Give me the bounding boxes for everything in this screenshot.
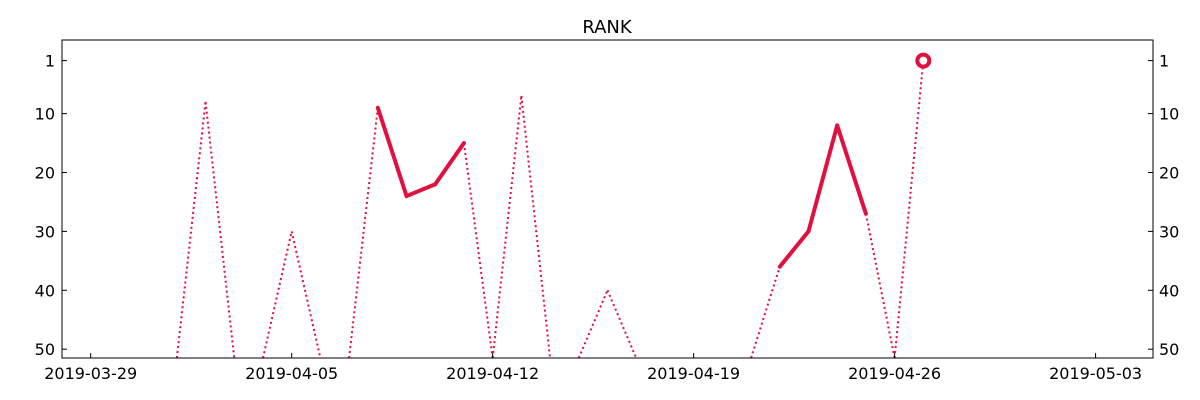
x-axis: 2019-03-29 2019-04-05 2019-04-12 2019-04-19… bbox=[44, 353, 1142, 383]
y-tick-label-right: 30 bbox=[1159, 222, 1179, 241]
x-tick-label: 2019-04-19 bbox=[647, 364, 740, 383]
x-tick-label: 2019-05-03 bbox=[1049, 364, 1142, 383]
series-1-drop-out bbox=[290, 231, 322, 359]
y-tick-label-left: 40 bbox=[35, 281, 55, 300]
chart-marks bbox=[175, 52, 932, 359]
series-1-drop-in bbox=[261, 231, 293, 359]
series-0-drop-out bbox=[462, 142, 494, 359]
x-tick-label: 2019-03-29 bbox=[44, 364, 137, 383]
y-tick-label-right: 20 bbox=[1159, 164, 1179, 183]
series-0-drop-in bbox=[491, 95, 523, 359]
y-tick-label-left: 50 bbox=[35, 340, 55, 359]
x-tick-label: 2019-04-26 bbox=[848, 364, 941, 383]
series-0-drop-out bbox=[520, 95, 552, 359]
series-2-drop-in bbox=[577, 289, 609, 359]
y-tick-label-left: 20 bbox=[35, 164, 55, 183]
series-0-segment bbox=[806, 123, 840, 234]
series-0-segment bbox=[777, 229, 811, 269]
series-0-segment bbox=[835, 123, 868, 216]
series-0-drop-in bbox=[750, 266, 781, 359]
series-0-segment bbox=[433, 141, 466, 187]
y-tick-label-right: 50 bbox=[1159, 340, 1179, 359]
last-point-marker bbox=[915, 52, 932, 69]
y-tick-label-left: 30 bbox=[35, 222, 55, 241]
x-tick-label: 2019-04-12 bbox=[446, 364, 539, 383]
plot-frame bbox=[61, 39, 1154, 359]
y-tick-label-left: 10 bbox=[35, 105, 55, 124]
series-0-drop-in bbox=[348, 107, 379, 359]
series-0-drop-out bbox=[864, 213, 896, 359]
series-0-drop-out bbox=[204, 101, 236, 359]
series-0-drop-in bbox=[175, 101, 207, 359]
y-tick-label-right: 40 bbox=[1159, 281, 1179, 300]
y-tick-label-right: 10 bbox=[1159, 105, 1179, 124]
chart-title: RANK bbox=[582, 17, 633, 38]
y-tick-label-left: 1 bbox=[45, 52, 55, 71]
series-0-drop-in bbox=[893, 60, 925, 359]
x-tick-label: 2019-04-05 bbox=[245, 364, 338, 383]
series-0-segment bbox=[404, 182, 438, 199]
y-tick-label-right: 1 bbox=[1159, 52, 1169, 71]
series-0-segment bbox=[375, 105, 409, 199]
series-2-drop-out bbox=[606, 289, 638, 359]
y-axis: 1 1 10 10 20 20 30 30 40 40 50 50 bbox=[35, 52, 1180, 360]
